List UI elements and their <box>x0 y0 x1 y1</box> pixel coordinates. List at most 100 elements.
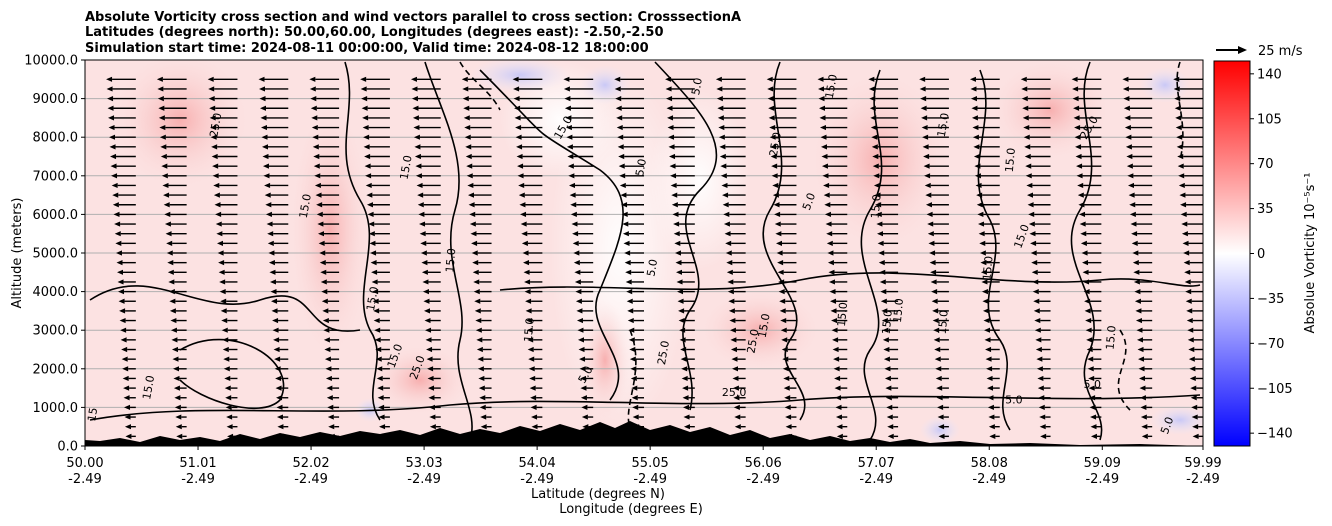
wind-vector-head <box>581 414 588 420</box>
wind-vector-head <box>631 385 638 391</box>
wind-vector-head <box>219 289 226 295</box>
wind-vector-head <box>1141 424 1148 430</box>
wind-vector-head <box>373 317 380 324</box>
wind-vector-head <box>629 356 636 362</box>
wind-vector-head <box>785 424 792 430</box>
wind-vector-head <box>668 134 675 140</box>
wind-vector-head <box>1029 231 1036 237</box>
wind-vector-head <box>821 153 828 160</box>
wind-vector-head <box>264 192 271 198</box>
wind-vector-head <box>318 240 325 246</box>
wind-vector-head <box>673 231 680 237</box>
colorbar-tick-label: 0 <box>1257 247 1265 262</box>
wind-vector-head <box>932 317 939 324</box>
wind-vector-head <box>729 317 736 324</box>
contour-label: 15 <box>85 406 100 422</box>
wind-vector-head <box>224 375 231 382</box>
wind-vector-head <box>933 327 940 333</box>
wind-vector-head <box>368 231 375 237</box>
vorticity-patch <box>290 100 370 360</box>
wind-vector-head <box>1023 124 1030 131</box>
wind-vector-head <box>1136 327 1143 333</box>
wind-vector-head <box>1136 337 1143 343</box>
quiver-key: 25 m/s <box>1216 44 1303 59</box>
x-tick-label-longitude: -2.49 <box>181 472 215 487</box>
wind-vector-head <box>579 356 586 362</box>
wind-vector-head <box>365 173 372 179</box>
wind-vector-head <box>58 125 64 130</box>
wind-vector-head <box>1128 182 1135 189</box>
wind-vector-head <box>125 433 132 439</box>
wind-vector-head <box>1178 173 1185 179</box>
wind-vector-head <box>835 404 842 410</box>
vorticity-patch <box>580 65 630 105</box>
wind-vector-head <box>1186 308 1193 314</box>
wind-vector-head <box>881 317 888 324</box>
contour-label: 25.0 <box>655 340 672 366</box>
wind-vector-head <box>1090 414 1097 420</box>
wind-vector-head <box>1139 375 1146 382</box>
wind-vector-head <box>466 173 473 179</box>
wind-vector-head <box>167 269 174 275</box>
wind-vector-head <box>973 144 980 150</box>
wind-vector-head <box>1081 250 1088 256</box>
wind-vector-head <box>830 298 837 304</box>
contour-label: 15.0 <box>443 248 458 274</box>
wind-vector-head <box>1191 414 1198 420</box>
y-tick-label: 10000.0 <box>24 54 78 69</box>
wind-vector-head <box>621 202 628 208</box>
wind-vector-head <box>1184 269 1191 275</box>
wind-vector-head <box>831 317 838 324</box>
wind-vector-head <box>328 424 335 430</box>
wind-vector-head <box>71 357 77 362</box>
wind-vector-head <box>169 308 176 314</box>
wind-vector-head <box>977 211 984 217</box>
wind-vector-head <box>258 76 265 82</box>
wind-vector-head <box>823 182 830 189</box>
vorticity-patch <box>990 60 1110 160</box>
wind-vector-head <box>115 250 122 256</box>
wind-vector-head <box>121 356 128 362</box>
x-tick-label-latitude: 50.00 <box>66 456 103 471</box>
wind-vector-head <box>925 192 932 198</box>
wind-vector-head <box>73 395 79 400</box>
wind-vector-head <box>275 385 282 391</box>
wind-vector-head <box>1075 144 1082 150</box>
contour-label: 15.0 <box>1003 147 1018 173</box>
wind-vector-head <box>1177 163 1184 169</box>
wind-vector-head <box>617 144 624 150</box>
wind-vector-head <box>264 182 271 189</box>
wind-vector-head <box>214 202 221 208</box>
wind-vector-head <box>922 144 929 150</box>
wind-vector-head <box>361 105 368 111</box>
wind-vector-head <box>875 211 882 217</box>
wind-vector-head <box>529 375 536 382</box>
wind-vector-head <box>1031 260 1038 266</box>
wind-vector-head <box>119 308 126 314</box>
wind-vector-head <box>212 163 219 169</box>
wind-vector-head <box>820 134 827 140</box>
wind-vector-head <box>326 385 333 391</box>
wind-vector-head <box>982 298 989 304</box>
wind-vector-head <box>515 124 522 131</box>
wind-vector-head <box>1173 76 1180 82</box>
wind-vector-head <box>1028 211 1035 217</box>
colorbar-tick-label: −140 <box>1257 427 1293 442</box>
wind-vector-head <box>716 96 723 102</box>
wind-vector-head <box>163 192 170 198</box>
wind-vector-head <box>580 385 587 391</box>
wind-vector-head <box>107 105 114 111</box>
wind-vector-head <box>767 96 774 102</box>
wind-vector-head <box>874 192 881 198</box>
wind-vector-head <box>624 260 631 266</box>
wind-vector-head <box>931 298 938 304</box>
contour-label: 5.0 <box>633 158 649 177</box>
wind-vector-head <box>162 182 169 189</box>
wind-vector-head <box>681 375 688 382</box>
wind-vector-head <box>1023 134 1030 140</box>
wind-vector-head <box>124 424 131 430</box>
wind-vector-head <box>616 115 623 121</box>
wind-vector-head <box>1140 404 1147 410</box>
wind-vector-head <box>578 346 585 353</box>
colorbar: 140 105 70 35 0 −35 −70 −105 −140 Absolue Vortic… <box>1213 60 1318 447</box>
